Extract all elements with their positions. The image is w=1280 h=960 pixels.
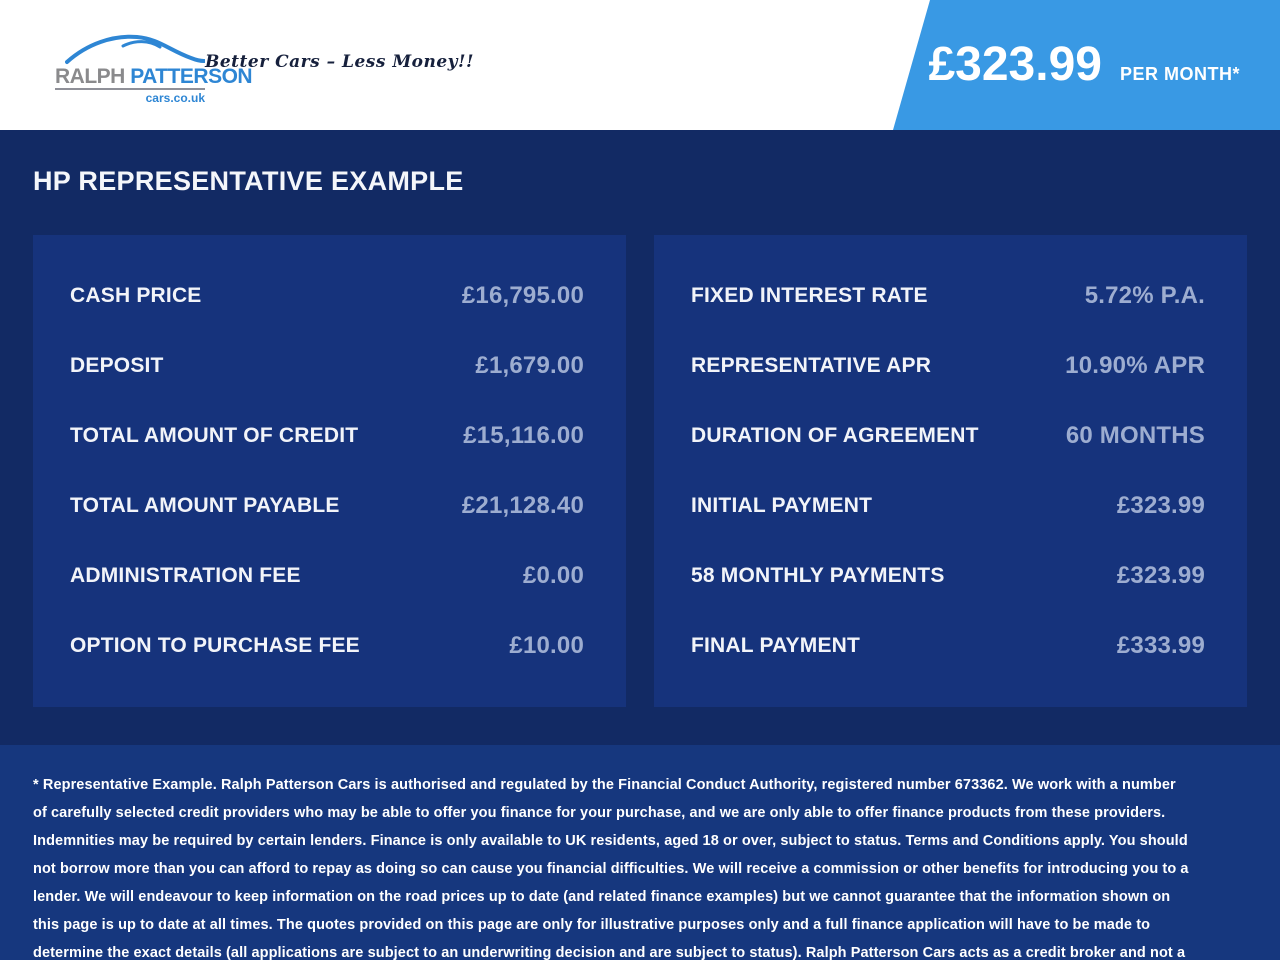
row-label: REPRESENTATIVE APR	[691, 354, 932, 377]
row-label: TOTAL AMOUNT PAYABLE	[70, 494, 340, 517]
row-value: £21,128.40	[461, 492, 584, 519]
logo-name: RALPH PATTERSON	[55, 65, 253, 91]
monthly-price-amount: £323.99	[928, 38, 1102, 91]
logo-name-part2: PATTERSON	[130, 65, 253, 88]
row-label: CASH PRICE	[70, 284, 202, 307]
row-option-to-purchase-fee: OPTION TO PURCHASE FEE £10.00	[70, 611, 584, 681]
page-title: HP REPRESENTATIVE EXAMPLE	[33, 166, 464, 196]
row-label: TOTAL AMOUNT OF CREDIT	[70, 424, 359, 447]
finance-panel-right: FIXED INTEREST RATE 5.72% P.A. REPRESENT…	[654, 235, 1247, 707]
row-value: £323.99	[1116, 492, 1205, 519]
monthly-price-banner: £323.99 PER MONTH*	[893, 0, 1280, 130]
row-label: 58 MONTHLY PAYMENTS	[691, 564, 945, 587]
row-label: ADMINISTRATION FEE	[70, 564, 301, 587]
row-value: 60 MONTHS	[1065, 422, 1205, 449]
row-label: DEPOSIT	[70, 354, 164, 377]
row-fixed-interest-rate: FIXED INTEREST RATE 5.72% P.A.	[691, 261, 1205, 331]
row-total-amount-payable: TOTAL AMOUNT PAYABLE £21,128.40	[70, 471, 584, 541]
row-final-payment: FINAL PAYMENT £333.99	[691, 611, 1205, 681]
row-value: £333.99	[1116, 632, 1205, 659]
header: RALPH PATTERSON cars.co.uk Better Cars –…	[0, 0, 1280, 130]
row-monthly-payments: 58 MONTHLY PAYMENTS £323.99	[691, 541, 1205, 611]
row-duration-of-agreement: DURATION OF AGREEMENT 60 MONTHS	[691, 401, 1205, 471]
row-label: FIXED INTEREST RATE	[691, 284, 928, 307]
row-label: DURATION OF AGREEMENT	[691, 424, 979, 447]
row-value: 5.72% P.A.	[1084, 282, 1205, 309]
row-value: 10.90% APR	[1065, 352, 1205, 379]
row-value: £10.00	[509, 632, 584, 659]
row-initial-payment: INITIAL PAYMENT £323.99	[691, 471, 1205, 541]
main-section: HP REPRESENTATIVE EXAMPLE CASH PRICE £16…	[0, 130, 1280, 745]
row-representative-apr: REPRESENTATIVE APR 10.90% APR	[691, 331, 1205, 401]
finance-panel-left: CASH PRICE £16,795.00 DEPOSIT £1,679.00 …	[33, 235, 626, 707]
row-administration-fee: ADMINISTRATION FEE £0.00	[70, 541, 584, 611]
row-value: £1,679.00	[475, 352, 584, 379]
finance-panels: CASH PRICE £16,795.00 DEPOSIT £1,679.00 …	[33, 235, 1247, 707]
row-total-amount-of-credit: TOTAL AMOUNT OF CREDIT £15,116.00	[70, 401, 584, 471]
row-deposit: DEPOSIT £1,679.00	[70, 331, 584, 401]
row-label: FINAL PAYMENT	[691, 634, 861, 657]
row-value: £323.99	[1116, 562, 1205, 589]
logo-domain: cars.co.uk	[145, 91, 205, 106]
row-label: INITIAL PAYMENT	[691, 494, 873, 517]
row-label: OPTION TO PURCHASE FEE	[70, 634, 360, 657]
monthly-price-period: PER MONTH*	[1119, 63, 1240, 84]
row-cash-price: CASH PRICE £16,795.00	[70, 261, 584, 331]
footer: * Representative Example. Ralph Patterso…	[0, 745, 1280, 960]
disclaimer-text: * Representative Example. Ralph Patterso…	[33, 777, 1189, 960]
row-value: £0.00	[522, 562, 584, 589]
dealer-logo[interactable]: RALPH PATTERSON cars.co.uk	[55, 32, 253, 106]
car-swoosh-icon	[65, 34, 205, 64]
row-value: £16,795.00	[461, 282, 584, 309]
logo-name-part1: RALPH	[55, 65, 125, 88]
tagline: Better Cars – Less Money!!	[205, 52, 474, 72]
row-value: £15,116.00	[463, 422, 584, 449]
